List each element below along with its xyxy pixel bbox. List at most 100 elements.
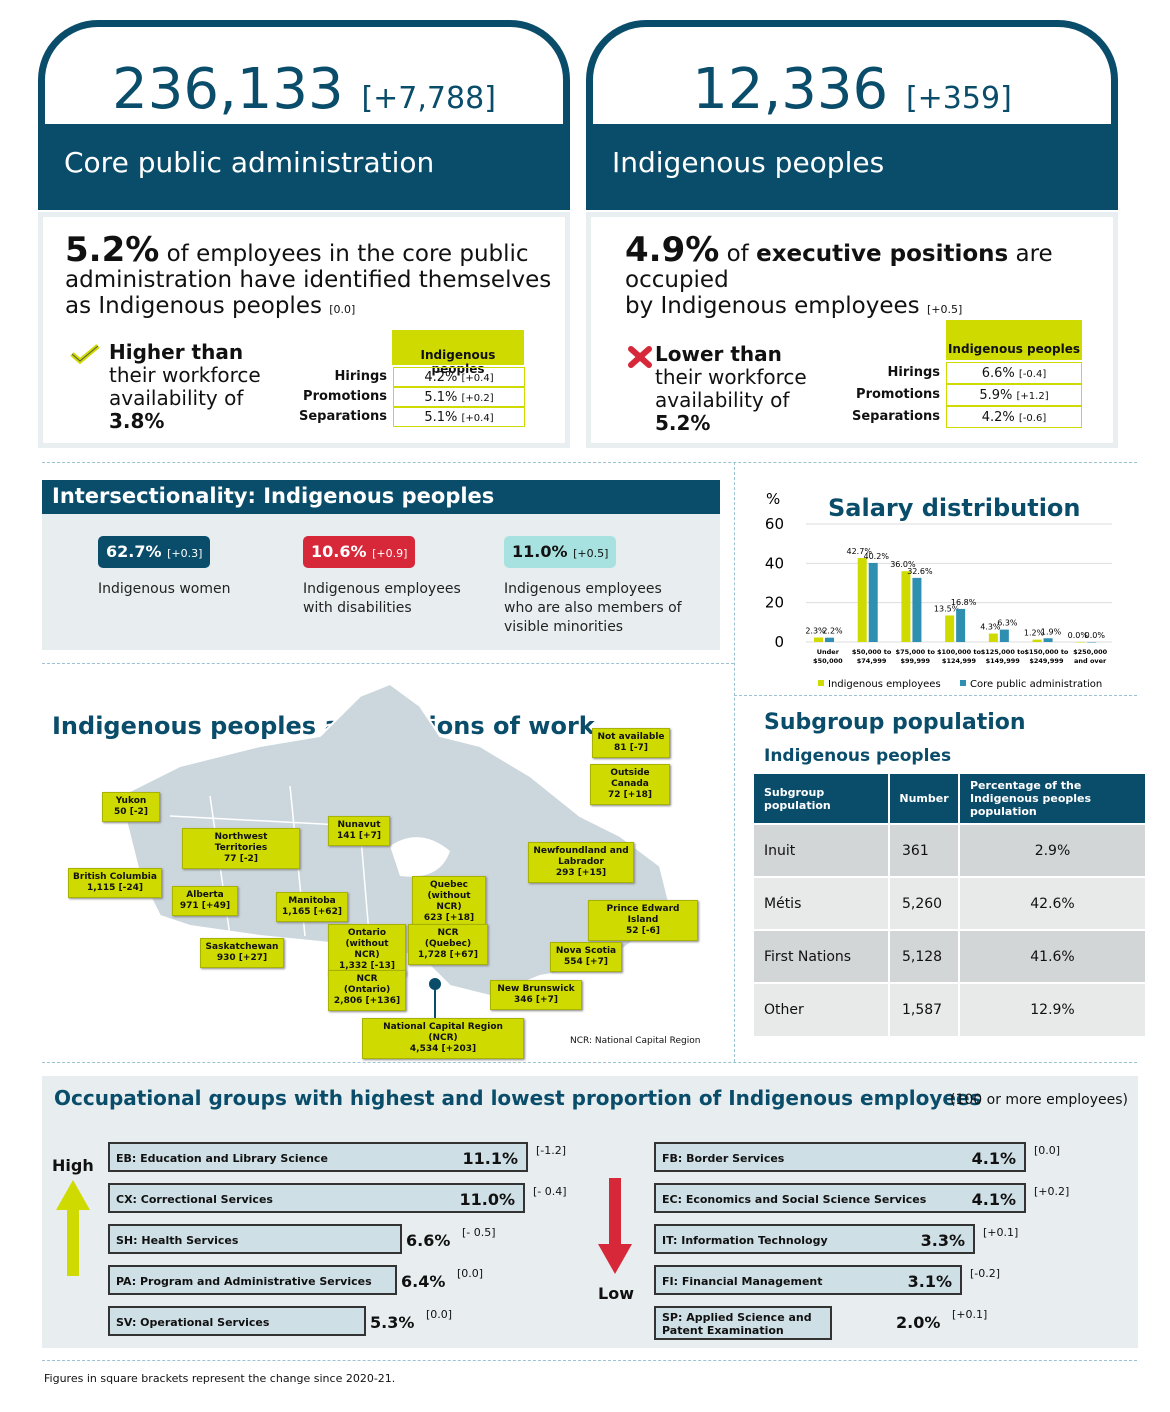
map-label-yk: Yukon 50 [-2] (102, 792, 160, 822)
table-row: Inuit 361 2.9% (754, 823, 1145, 877)
subgroup-header: Subgroup population (754, 774, 890, 824)
occ-change: [+0.1] (952, 1308, 988, 1321)
salary-chart: % Salary distribution 0 20 40 60 2.3%2.2% Under… (765, 490, 1112, 690)
map-label-bc: British Columbia 1,115 [-24] (68, 868, 162, 898)
bar-cpa (868, 562, 878, 642)
map-label-ab: Alberta 971 [+49] (172, 886, 238, 916)
separations-rate: 5.1% [+0.4] (393, 407, 525, 427)
rate-table: Hirings 4.2% [+0.4] Promotions 5.1% [+0.2]… (273, 367, 525, 427)
percentage-header: Percentage of the Indigenous peoples pop… (970, 779, 1092, 818)
data-label: 16.8% (951, 598, 977, 607)
occ-change: [0.0] (426, 1308, 453, 1321)
intersectionality-panel: Intersectionality: Indigenous peoples 62… (42, 480, 720, 650)
exec-rate-table: Hirings 6.6% [-0.4] Promotions 5.9% [+1.2]… (826, 362, 1082, 428)
bar-indigenous (1032, 639, 1042, 642)
women-pill: 62.7% [+0.3] (98, 536, 211, 568)
number-header: Number (889, 774, 960, 824)
data-label: 42.7% (847, 547, 873, 556)
x-tick: $50,000 to (852, 648, 892, 656)
subgroup-title: Subgroup population (764, 710, 1026, 735)
x-tick: $75,000 to (896, 648, 936, 656)
visible-minorities-label: Indigenous employees who are also members… (504, 581, 682, 635)
bar-cpa (825, 637, 834, 642)
map-label-nwt: Northwest Territories 77 [-2] (182, 828, 300, 869)
map-label-pe: Prince Edward Island 52 [-6] (588, 900, 698, 941)
bar-cpa (999, 629, 1009, 642)
map-label-on: Ontario (without NCR) 1,332 [-13] (328, 924, 406, 976)
indigenous-box: 12,336 [+359] Indigenous peoples (586, 20, 1118, 210)
divider (42, 663, 734, 664)
occ-bar-high: EB: Education and Library Science 11.1% (108, 1142, 528, 1172)
y-tick: 20 (765, 594, 784, 612)
representation-statement: 5.2% of employees in the core public adm… (65, 230, 552, 319)
up-arrow-icon (56, 1180, 90, 1276)
rate-table-header: Indigenous peoples (392, 330, 524, 376)
legend-label: Core public administration (970, 679, 1102, 690)
data-label: 13.5% (934, 604, 960, 613)
x-tick: $100,000 to (937, 648, 981, 656)
occ-bar-high: SH: Health Services 6.6% (108, 1224, 450, 1254)
data-label: 40.2% (864, 552, 890, 561)
occ-change: [+0.1] (983, 1226, 1019, 1239)
occ-change: [-0.2] (970, 1267, 1001, 1280)
table-row: First Nations 5,128 41.6% (754, 929, 1145, 983)
occ-change: [0.0] (457, 1267, 484, 1280)
bar-cpa (912, 577, 922, 642)
high-label: High (52, 1156, 94, 1175)
occ-change: [+0.2] (1034, 1185, 1070, 1198)
x-tick: $99,999 (900, 657, 930, 665)
map-label-ncrq: NCR (Quebec) 1,728 [+67] (408, 924, 488, 965)
bar-cpa (1043, 638, 1053, 642)
core-admin-label: Core public administration (38, 124, 570, 210)
bar-cpa (1087, 642, 1097, 643)
data-label: 0.0% (1068, 631, 1089, 640)
y-tick: 0 (774, 633, 784, 651)
exec-comparison-text: Lower than their workforce availability of… (655, 342, 807, 435)
y-unit: % (766, 490, 780, 508)
x-tick: $50,000 (813, 657, 843, 665)
divider (734, 462, 735, 1062)
bar-indigenous (988, 633, 998, 642)
data-label: 6.3% (997, 619, 1018, 628)
occ-bar-low: IT: Information Technology 3.3% (654, 1224, 975, 1254)
occ-bar-high: CX: Correctional Services 11.0% (108, 1183, 525, 1213)
bar-indigenous (857, 558, 867, 642)
bar-indigenous (1076, 642, 1086, 643)
indigenous-label: Indigenous peoples (586, 124, 1118, 210)
comparison-text: Higher than their workforce availability o… (109, 340, 261, 433)
occupational-note: (100 or more employees) (950, 1092, 1128, 1108)
women-label: Indigenous women (98, 581, 231, 597)
legend-swatch (818, 680, 824, 686)
indigenous-count: 12,336 [+359] (586, 20, 1118, 124)
chart-title: Salary distribution (828, 494, 1081, 522)
map-label-nb: New Brunswick 346 [+7] (490, 980, 582, 1010)
core-admin-count: 236,133 [+7,788] (38, 20, 570, 124)
cross-icon (628, 346, 652, 368)
x-tick: $125,000 to (981, 648, 1025, 656)
x-tick: $250,000 (1073, 648, 1108, 656)
occ-bar-low: SP: Applied Science and Patent Examinati… (654, 1306, 940, 1340)
map-label-ncr: National Capital Region (NCR) 4,534 [+203… (362, 1018, 524, 1059)
bar-indigenous (901, 571, 911, 642)
executive-card: 4.9% of executive positions are occupied… (586, 212, 1118, 448)
table-row: Métis 5,260 42.6% (754, 876, 1145, 930)
map-label-qc: Quebec (without NCR) 623 [+18] (412, 876, 486, 928)
occ-change: [-1.2] (536, 1144, 567, 1157)
map-label-ns: Nova Scotia 554 [+7] (550, 942, 622, 972)
data-label: 1.2% (1024, 629, 1045, 638)
bar-indigenous (814, 637, 823, 642)
table-row: Other 1,587 12.9% (754, 982, 1145, 1036)
occupational-title: Occupational groups with highest and low… (54, 1086, 982, 1110)
executive-statement: 4.9% of executive positions are occupied… (625, 230, 1053, 319)
disabilities-pill: 10.6% [+0.9] (303, 536, 416, 568)
x-tick: $149,999 (986, 657, 1021, 665)
x-tick: $124,999 (942, 657, 977, 665)
map-label-nu: Nunavut 141 [+7] (328, 816, 390, 846)
x-tick: $150,000 to (1024, 648, 1068, 656)
map-label-sk: Saskatchewan 930 [+27] (200, 938, 284, 968)
subgroup-table: Subgroup population Number Percentage of… (754, 774, 1145, 1036)
divider (42, 1062, 1137, 1063)
ncr-note: NCR: National Capital Region (570, 1036, 701, 1046)
footnote: Figures in square brackets represent the… (44, 1372, 396, 1385)
data-label: 2.2% (822, 627, 843, 636)
